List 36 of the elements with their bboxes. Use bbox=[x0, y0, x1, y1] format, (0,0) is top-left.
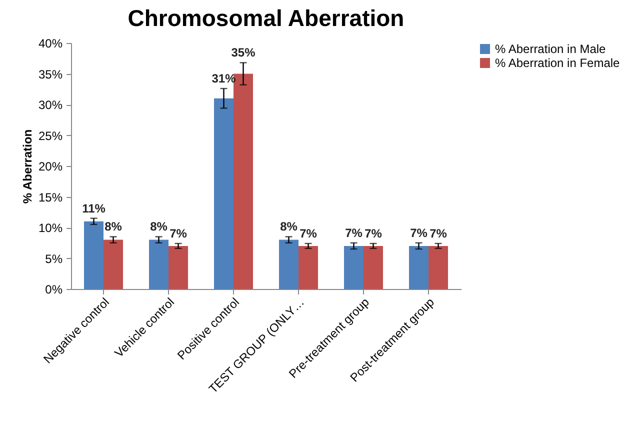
bar bbox=[298, 246, 318, 289]
y-tick-label: 5% bbox=[45, 252, 63, 266]
bar bbox=[84, 221, 104, 289]
bar bbox=[279, 240, 298, 289]
data-label: 7% bbox=[300, 226, 318, 240]
bar bbox=[168, 246, 188, 289]
y-tick-label: 30% bbox=[38, 98, 63, 112]
y-tick-label: 20% bbox=[38, 160, 63, 174]
bar bbox=[409, 246, 428, 289]
y-tick-label: 15% bbox=[38, 190, 63, 204]
legend-label: % Aberration in Female bbox=[495, 56, 620, 70]
data-label: 7% bbox=[170, 226, 188, 240]
y-tick-label: 40% bbox=[38, 36, 63, 50]
data-label: 11% bbox=[82, 201, 106, 216]
bar bbox=[234, 74, 253, 289]
legend-label: % Aberration in Male bbox=[495, 42, 606, 56]
data-label: 8% bbox=[104, 220, 122, 234]
bar bbox=[344, 246, 364, 289]
bar bbox=[149, 240, 168, 289]
data-label: 35% bbox=[231, 46, 256, 60]
bar bbox=[214, 98, 234, 289]
bar bbox=[364, 246, 383, 289]
data-label: 7% bbox=[430, 226, 448, 240]
data-label: 7% bbox=[364, 226, 382, 240]
data-label: 8% bbox=[150, 220, 168, 234]
y-tick-label: 10% bbox=[38, 221, 63, 235]
data-label: 8% bbox=[280, 220, 298, 234]
y-axis-title: % Aberration bbox=[20, 129, 34, 204]
bar bbox=[104, 240, 123, 289]
y-tick-label: 35% bbox=[38, 67, 63, 82]
chart-title: Chromosomal Aberration bbox=[128, 5, 404, 31]
y-tick-label: 25% bbox=[38, 128, 63, 143]
bar bbox=[428, 246, 448, 289]
data-label: 7% bbox=[345, 226, 363, 240]
y-tick-label: 0% bbox=[45, 282, 63, 296]
data-label: 7% bbox=[410, 226, 428, 240]
